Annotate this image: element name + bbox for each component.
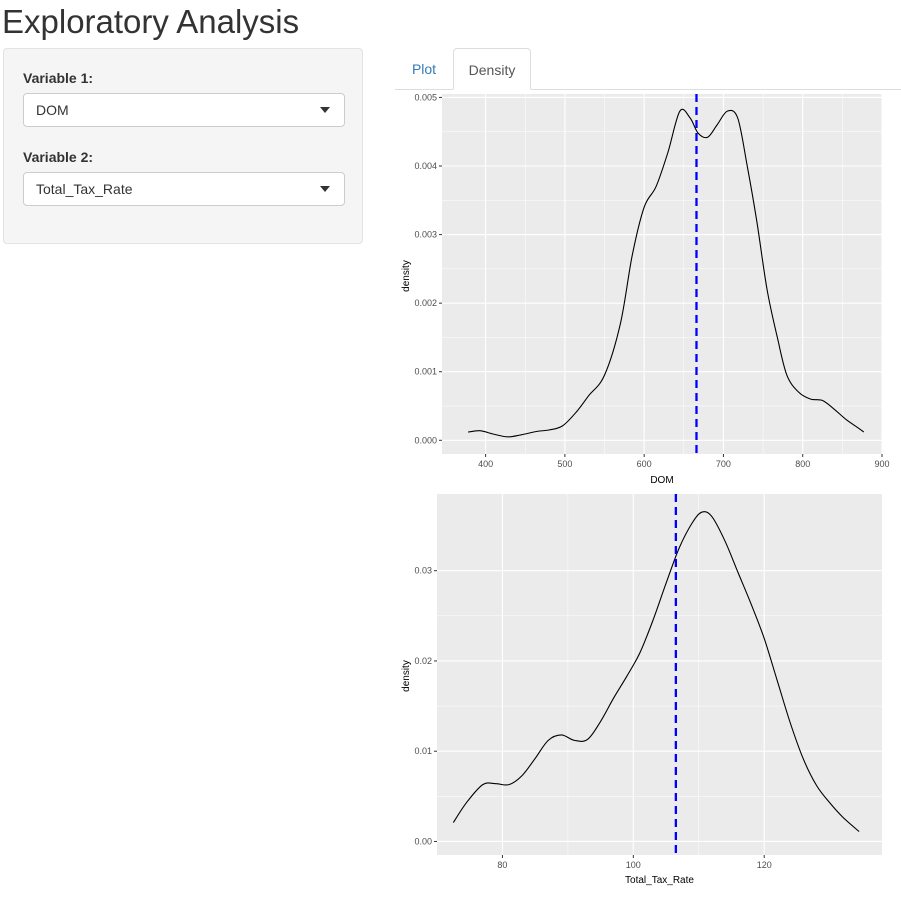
y-tick-label: 0.002 (414, 298, 437, 308)
x-axis-title: DOM (650, 475, 673, 486)
caret-down-icon (320, 186, 330, 192)
x-tick-label: 400 (478, 459, 493, 469)
density-curve (452, 511, 860, 832)
x-tick-label: 500 (557, 459, 572, 469)
x-tick-label: 900 (874, 459, 889, 469)
variable1-value: DOM (36, 102, 69, 118)
y-tick-label: 0.003 (414, 230, 437, 240)
variable2-select[interactable]: Total_Tax_Rate (23, 172, 345, 206)
y-tick-label: 0.02 (414, 656, 432, 666)
y-tick-label: 0.001 (414, 367, 437, 377)
variable1-select[interactable]: DOM (23, 93, 345, 127)
caret-down-icon (320, 107, 330, 113)
variable1-label: Variable 1: (23, 70, 94, 86)
y-tick-label: 0.03 (414, 566, 432, 576)
y-axis-title: density (401, 260, 412, 292)
y-tick-label: 0.00 (414, 836, 432, 846)
plot-panel (437, 494, 882, 855)
x-axis-title: Total_Tax_Rate (625, 875, 694, 886)
x-tick-label: 700 (716, 459, 731, 469)
plot-panel (442, 94, 882, 454)
variable2-label: Variable 2: (23, 149, 94, 165)
tab-bar: Plot Density (395, 48, 901, 90)
tab-bar-divider (395, 89, 901, 90)
page-title: Exploratory Analysis (2, 3, 300, 40)
x-tick-label: 120 (757, 860, 772, 870)
sidebar-panel: Variable 1: DOM Variable 2: Total_Tax_Ra… (3, 48, 363, 244)
x-tick-label: 800 (795, 459, 810, 469)
density-plot-variable1: 400 500 600 700 800 900 0.000 0.001 0.002 0.003 0.… (401, 92, 890, 486)
x-tick-label: 80 (497, 860, 507, 870)
density-curve (468, 108, 865, 438)
tab-plot[interactable]: Plot (411, 61, 437, 77)
variable2-value: Total_Tax_Rate (36, 181, 133, 197)
y-tick-label: 0.004 (414, 161, 437, 171)
tab-density[interactable]: Density (453, 48, 531, 90)
y-axis-title: density (401, 660, 412, 692)
x-tick-label: 600 (637, 459, 652, 469)
y-tick-label: 0.005 (414, 92, 437, 102)
y-tick-label: 0.000 (414, 435, 437, 445)
x-tick-label: 100 (626, 860, 641, 870)
density-plot-variable2: 80 100 120 0.00 0.01 0.02 0.03 Total_Tax_Rate de… (401, 494, 882, 886)
y-tick-label: 0.01 (414, 746, 432, 756)
